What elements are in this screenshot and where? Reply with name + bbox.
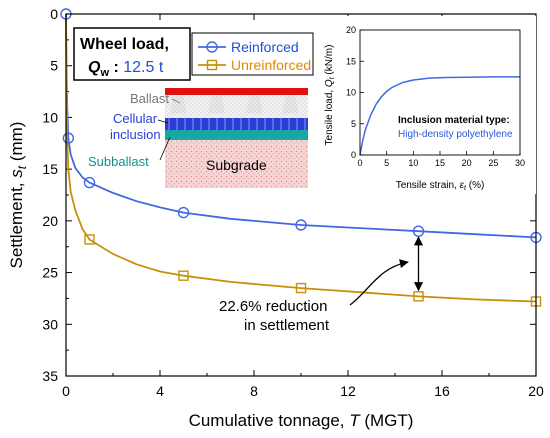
reduction-text-line-1: 22.6% reduction xyxy=(219,298,327,315)
y-tick-label: 20 xyxy=(42,213,58,229)
schematic-subballast-pointer xyxy=(159,136,171,161)
wheel-load-frame xyxy=(73,27,191,81)
point-reinforced xyxy=(295,219,307,231)
schematic-subgrade xyxy=(165,140,308,188)
legend-frame xyxy=(191,32,314,76)
reduction-annotation: 22.6% reduction in settlement xyxy=(219,236,424,334)
wheel-load-value: Qw : 12.5 t xyxy=(88,59,164,79)
inset-x-tick-label: 25 xyxy=(488,158,498,168)
y-tick-label: 15 xyxy=(42,161,58,177)
x-tick-label: 4 xyxy=(156,383,164,399)
schematic-label-subballast: Subballast xyxy=(88,154,149,169)
inset-y-axis-title: Tensile load, Qt (kN/m) xyxy=(324,45,336,146)
reduction-text-line-2: in settlement xyxy=(244,317,330,334)
point-reinforced xyxy=(177,206,190,219)
inset-x-axis-title: Tensile strain, εt (%) xyxy=(396,180,485,192)
y-tick-label: 0 xyxy=(50,6,58,22)
legend-reinforced-label: Reinforced xyxy=(231,39,299,55)
series-line-unreinforced xyxy=(65,13,537,303)
y-tick-label: 10 xyxy=(42,109,58,125)
x-axis-title: Cumulative tonnage, T (MGT) xyxy=(189,411,414,430)
wheel-load-label: Wheel load, xyxy=(80,36,169,53)
inset-material-name: High-density polyethylene xyxy=(398,129,513,140)
track-schematic: Ballast Cellular inclusion Subballast Su… xyxy=(88,88,308,188)
x-tick-label: 0 xyxy=(62,383,70,399)
inset-y-tick-label: 20 xyxy=(346,25,356,35)
legend-unreinforced-marker xyxy=(206,59,218,71)
inset-material-title: Inclusion material type: xyxy=(398,115,510,126)
legend: Reinforced Unreinforced xyxy=(191,32,314,76)
y-tick-label: 30 xyxy=(42,316,58,332)
schematic-subballast xyxy=(165,130,308,140)
inset-x-tick-label: 15 xyxy=(435,158,445,168)
point-reinforced xyxy=(412,225,425,237)
y-tick-label: 25 xyxy=(42,265,58,281)
main-plot-frame xyxy=(65,13,537,377)
inset-y-tick-label: 15 xyxy=(346,56,356,66)
point-unreinforced xyxy=(178,270,189,281)
inset-load-strain-curve xyxy=(359,76,520,156)
reduction-pointer-curve xyxy=(349,259,409,306)
inset-axis-ticks: 0 5 10 15 20 25 30 0 5 10 15 20 xyxy=(346,25,525,168)
point-unreinforced xyxy=(413,291,424,302)
inset-chart: 0 5 10 15 20 25 30 0 5 10 15 20 Tensile strain, εt … xyxy=(318,16,536,194)
y-axis-title: Settlement, st (mm) xyxy=(7,122,29,269)
legend-unreinforced-label: Unreinforced xyxy=(231,57,311,73)
inset-x-tick-label: 5 xyxy=(384,158,389,168)
point-reinforced xyxy=(83,176,96,189)
inset-y-tick-label: 0 xyxy=(351,150,356,160)
schematic-ballast-pointer xyxy=(171,98,181,104)
schematic-ballast xyxy=(165,95,308,118)
schematic-label-ballast: Ballast xyxy=(130,91,169,106)
inset-x-tick-label: 10 xyxy=(408,158,418,168)
schematic-cellular-inclusion xyxy=(165,118,308,130)
inset-x-tick-label: 20 xyxy=(462,158,472,168)
x-tick-label: 20 xyxy=(528,383,544,399)
legend-reinforced-marker xyxy=(206,41,218,53)
inset-x-tick-label: 0 xyxy=(357,158,362,168)
point-unreinforced xyxy=(84,234,95,245)
x-tick-label: 12 xyxy=(340,383,356,399)
inset-x-tick-label: 30 xyxy=(515,158,525,168)
schematic-cell-grid xyxy=(168,118,306,130)
inset-y-tick-label: 10 xyxy=(346,88,356,98)
x-tick-label: 16 xyxy=(434,383,450,399)
schematic-label-subgrade: Subgrade xyxy=(206,157,267,173)
point-unreinforced xyxy=(295,282,307,294)
x-tick-label: 8 xyxy=(250,383,258,399)
point-reinforced xyxy=(62,132,75,144)
main-plot: 0 4 8 12 16 20 0 5 10 15 20 25 30 35 Cumulative tonna… xyxy=(7,6,544,430)
schematic-label-inclusion: inclusion xyxy=(110,127,161,142)
inset-background xyxy=(318,16,536,194)
inset-y-tick-label: 5 xyxy=(351,119,356,129)
inset-plot-frame xyxy=(359,29,521,156)
schematic-rail xyxy=(165,88,308,95)
main-axis-ticks: 0 4 8 12 16 20 0 5 10 15 20 25 30 35 xyxy=(42,6,544,399)
y-tick-label: 5 xyxy=(50,58,58,74)
schematic-label-cellular: Cellular xyxy=(113,111,158,126)
y-tick-label: 35 xyxy=(42,368,58,384)
wheel-load-box: Wheel load, Qw : 12.5 t xyxy=(73,27,191,81)
schematic-cellular-pointer xyxy=(157,119,169,124)
